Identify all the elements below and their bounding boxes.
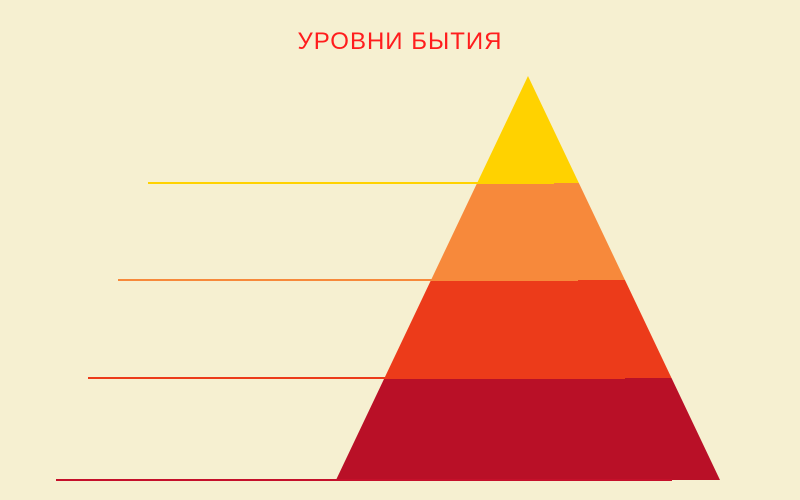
pyramid-layer-spiritual	[477, 76, 579, 183]
pyramid-layer-social	[384, 280, 671, 378]
page-title: УРОВНИ БЫТИЯ	[0, 28, 800, 56]
pyramid-layer-personal	[431, 183, 625, 280]
pyramid-layer-physical	[336, 378, 720, 480]
level-line-spiritual	[148, 182, 554, 184]
level-line-social	[88, 377, 625, 379]
level-line-physical	[56, 479, 672, 481]
infographic-canvas: УРОВНИ БЫТИЯ ФИЗИЧЕСКИЙ:жизнь/смерть, ощ…	[0, 0, 800, 500]
level-line-personal	[118, 279, 578, 281]
